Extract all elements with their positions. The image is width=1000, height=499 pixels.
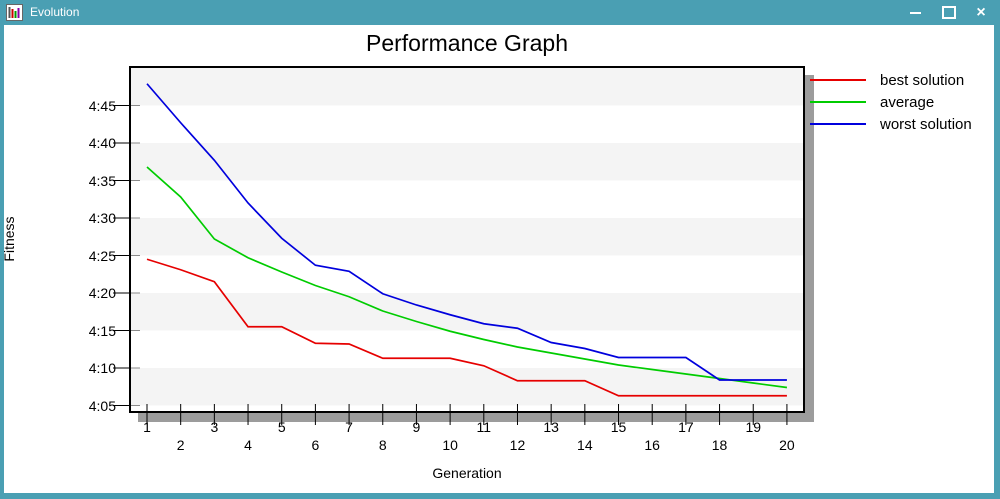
legend-line-blue [810, 123, 866, 125]
legend-item-average: average [810, 91, 972, 113]
x-tick-label: 14 [577, 437, 593, 453]
x-tick-label: 12 [509, 437, 526, 453]
x-tick-label: 7 [345, 419, 353, 435]
x-tick-label: 8 [378, 437, 387, 453]
x-tick-label: 9 [412, 419, 421, 435]
x-tick-label: 19 [745, 419, 762, 435]
x-tick-label: 2 [176, 437, 185, 453]
legend-label: best solution [880, 71, 965, 89]
y-tick-label: 4:35 [88, 172, 116, 189]
minimize-button[interactable] [898, 0, 932, 25]
legend-item-best-solution: best solution [810, 69, 972, 91]
x-tick-label: 13 [543, 419, 559, 435]
close-icon: × [976, 4, 986, 21]
minimize-icon [909, 11, 921, 14]
maximize-button[interactable] [932, 0, 966, 25]
x-tick-label: 16 [644, 437, 660, 453]
x-tick-label: 11 [476, 419, 492, 435]
x-tick-label: 20 [779, 437, 795, 453]
y-tick-label: 4:05 [88, 397, 116, 414]
x-tick-label: 5 [277, 419, 286, 435]
y-axis-title: Fitness [1, 216, 17, 262]
x-tick-label: 17 [678, 419, 694, 435]
x-tick-label: 1 [143, 419, 151, 435]
plot-area [129, 66, 805, 413]
y-tick-label: 4:30 [88, 210, 116, 226]
y-tick-label: 4:45 [88, 97, 116, 114]
x-tick-label: 18 [711, 437, 728, 453]
legend-item-worst-solution: worst solution [810, 113, 972, 135]
y-tick-label: 4:20 [88, 285, 116, 301]
x-tick-label: 6 [311, 437, 320, 453]
legend-label: worst solution [880, 115, 972, 133]
maximize-icon [942, 6, 956, 19]
app-icon [6, 4, 23, 21]
y-tick-label: 4:10 [88, 360, 116, 376]
y-tick-label: 4:40 [88, 135, 116, 151]
titlebar[interactable]: Evolution × [0, 0, 1000, 25]
legend-line-green [810, 101, 866, 103]
legend: best solution average worst solution [810, 69, 972, 135]
x-tick-label: 15 [610, 419, 627, 435]
x-axis-title: Generation [432, 465, 502, 481]
x-tick-label: 3 [210, 419, 219, 435]
x-tick-label: 10 [442, 437, 458, 453]
legend-label: average [880, 93, 935, 111]
y-tick-label: 4:25 [88, 247, 116, 264]
close-button[interactable]: × [964, 0, 998, 25]
y-tick-label: 4:15 [88, 322, 116, 339]
legend-line-red [810, 79, 866, 81]
chart-title: Performance Graph [366, 30, 568, 56]
window-title: Evolution [30, 5, 80, 19]
x-tick-label: 4 [244, 437, 252, 453]
